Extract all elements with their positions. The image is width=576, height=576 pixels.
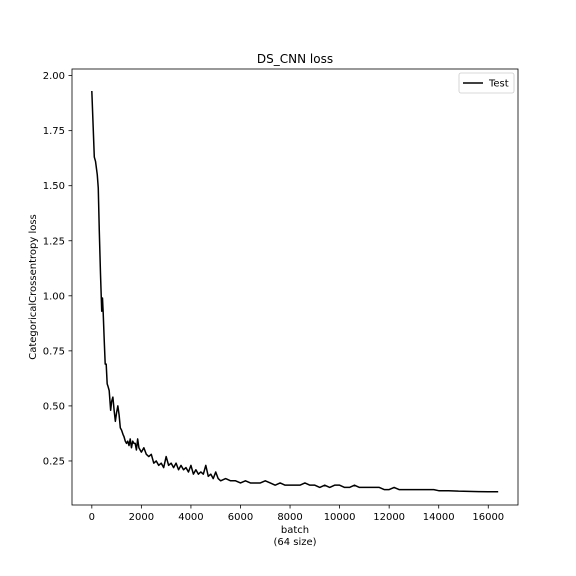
x-axis-ticks: 0 2000 4000 6000 8000 10000 12000 14000 16000 bbox=[89, 505, 504, 523]
legend-label: Test bbox=[488, 79, 509, 90]
x-axis-label: batch bbox=[281, 525, 309, 536]
x-tick-label: 14000 bbox=[423, 512, 455, 523]
x-tick-label: 8000 bbox=[277, 512, 302, 523]
x-axis-label-unit: (64 size) bbox=[273, 537, 316, 548]
chart-title: DS_CNN loss bbox=[257, 52, 333, 66]
y-tick-label: 0.25 bbox=[43, 456, 65, 467]
plot-frame bbox=[71, 68, 519, 506]
series-layer bbox=[91, 90, 499, 493]
x-tick-label: 12000 bbox=[373, 512, 405, 523]
series-line-test bbox=[91, 90, 499, 493]
x-tick-label: 2000 bbox=[129, 512, 154, 523]
y-tick-label: 1.75 bbox=[43, 126, 65, 137]
y-tick-label: 1.25 bbox=[43, 236, 65, 247]
y-tick-label: 2.00 bbox=[43, 71, 65, 82]
x-tick-label: 6000 bbox=[228, 512, 253, 523]
y-tick-label: 0.75 bbox=[43, 346, 65, 357]
x-tick-label: 10000 bbox=[324, 512, 356, 523]
y-tick-label: 1.50 bbox=[43, 181, 65, 192]
y-tick-label: 1.00 bbox=[43, 291, 65, 302]
y-axis-ticks: 0.25 0.50 0.75 1.00 1.25 1.50 1.75 2.00 bbox=[43, 71, 72, 467]
x-tick-label: 16000 bbox=[472, 512, 504, 523]
x-tick-label: 4000 bbox=[178, 512, 203, 523]
legend-box bbox=[458, 72, 515, 94]
legend: Test bbox=[458, 72, 515, 94]
y-tick-label: 0.50 bbox=[43, 401, 65, 412]
x-tick-label: 0 bbox=[89, 512, 95, 523]
y-axis-label: CategoricalCrossentropy loss bbox=[28, 214, 39, 360]
